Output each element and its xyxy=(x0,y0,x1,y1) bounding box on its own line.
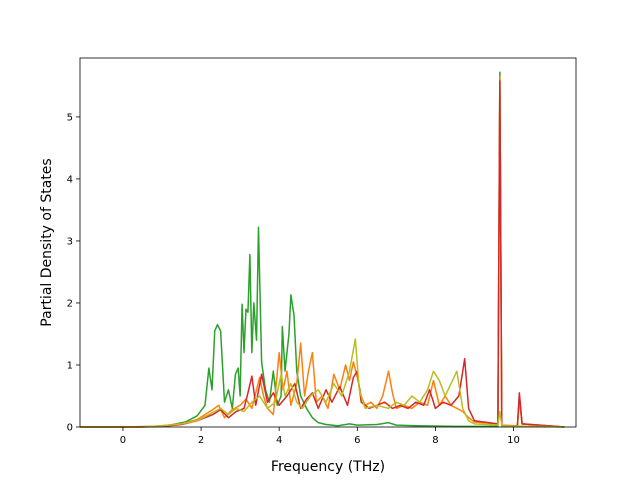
y-tick-label: 3 xyxy=(67,236,73,247)
x-tick-label: 10 xyxy=(507,435,520,446)
y-tick-label: 4 xyxy=(67,174,73,185)
x-tick-label: 2 xyxy=(198,435,204,446)
y-tick-label: 2 xyxy=(67,298,73,309)
series-line-2 xyxy=(80,80,565,428)
x-tick-label: 0 xyxy=(120,435,126,446)
x-tick-label: 6 xyxy=(354,435,360,446)
y-axis: 0 1 2 3 4 5 xyxy=(67,112,80,434)
series-line-1 xyxy=(80,75,565,428)
x-axis-label: Frequency (THz) xyxy=(271,459,385,475)
x-tick-label: 8 xyxy=(432,435,438,446)
series-line-0 xyxy=(80,71,565,428)
y-tick-label: 5 xyxy=(67,112,73,123)
x-tick-label: 4 xyxy=(276,435,282,446)
plot-area xyxy=(80,58,576,427)
y-tick-label: 0 xyxy=(67,423,73,434)
series-layer xyxy=(80,71,565,428)
series-line-3 xyxy=(80,338,565,428)
plot-frame xyxy=(79,57,577,428)
y-tick-label: 1 xyxy=(67,360,73,371)
x-axis: 0 2 4 6 8 10 xyxy=(120,427,520,446)
y-axis-label: Partial Density of States xyxy=(39,158,55,326)
